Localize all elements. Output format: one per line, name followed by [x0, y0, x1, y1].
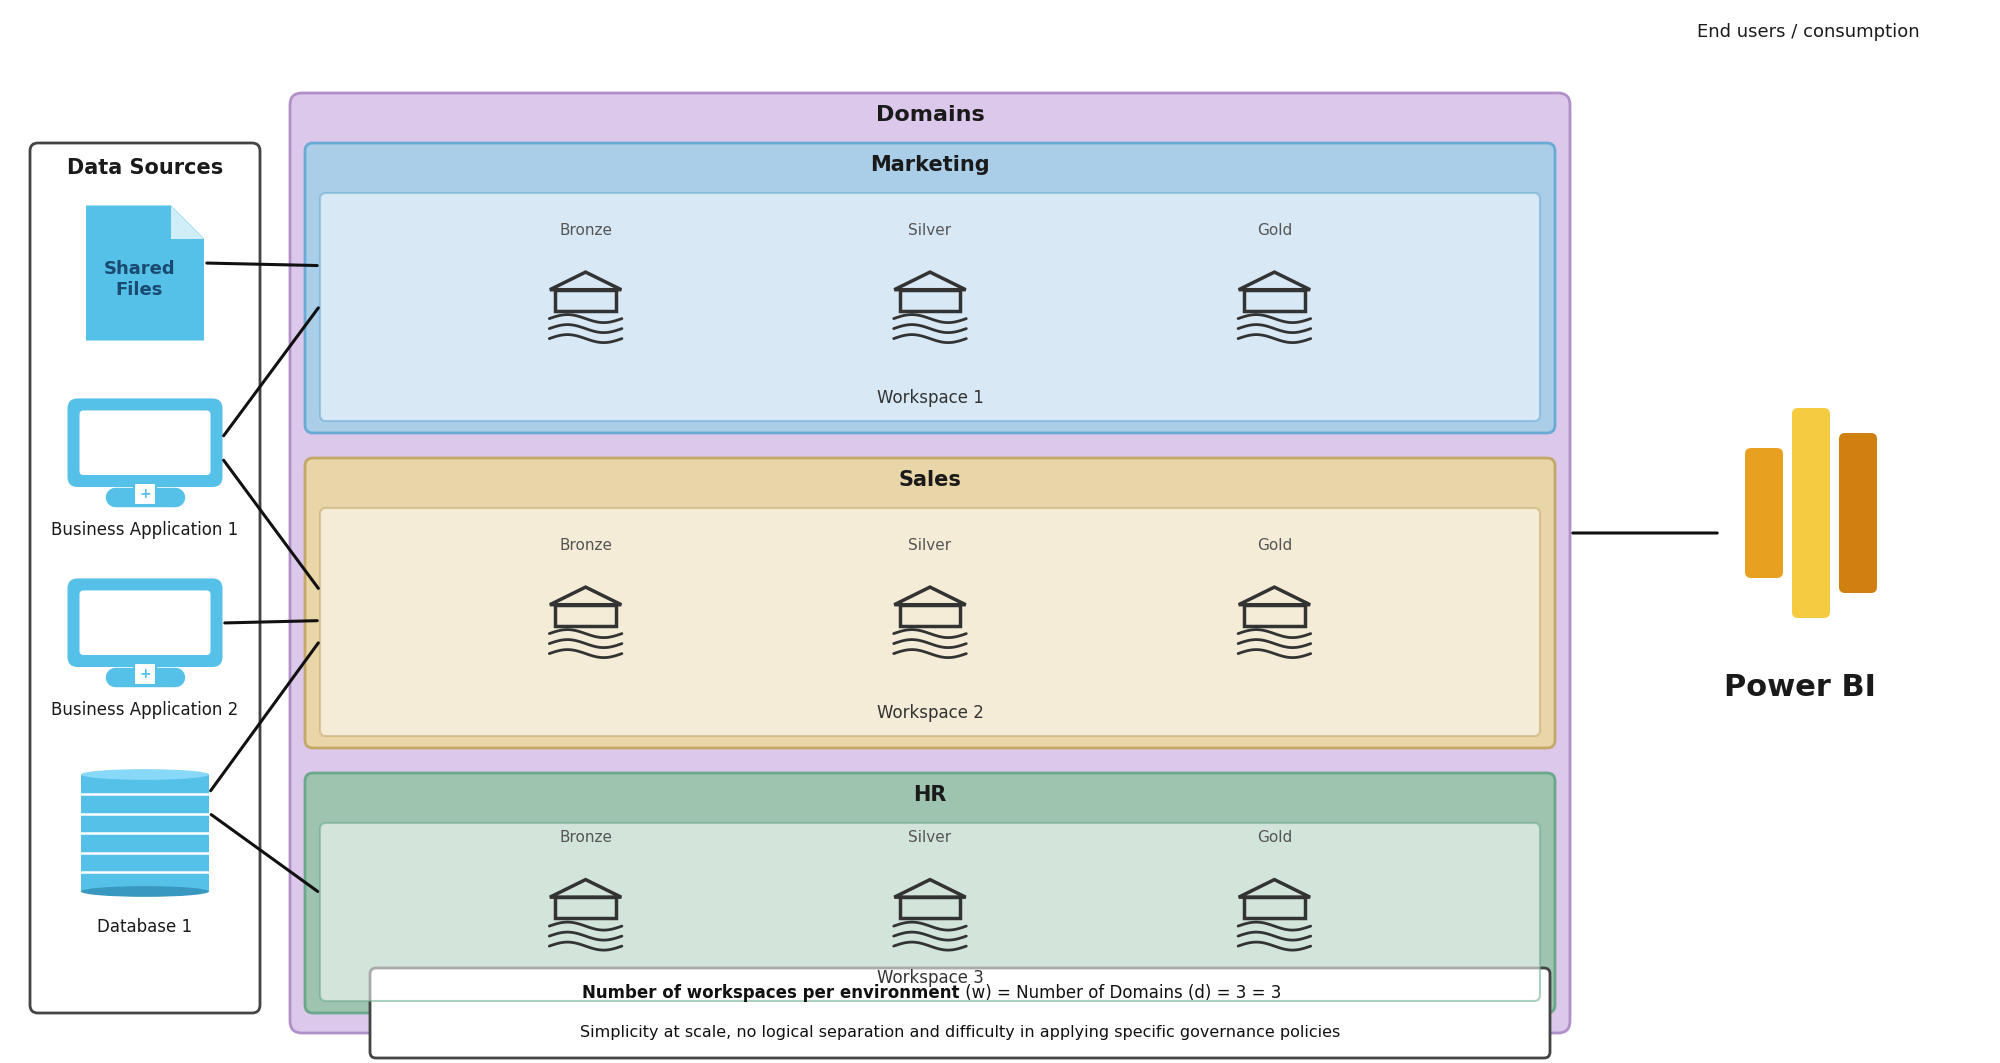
Text: Bronze: Bronze	[560, 222, 612, 238]
Text: +: +	[140, 487, 150, 501]
Text: Power BI: Power BI	[1724, 673, 1876, 702]
Text: Number of workspaces per environment: Number of workspaces per environment	[582, 984, 960, 1002]
Text: Simplicity at scale, no logical separation and difficulty in applying specific g: Simplicity at scale, no logical separati…	[580, 1026, 1340, 1041]
Text: Gold: Gold	[1256, 830, 1292, 845]
FancyBboxPatch shape	[1792, 408, 1830, 618]
Text: Gold: Gold	[1256, 538, 1292, 553]
Text: End users / consumption: End users / consumption	[1698, 23, 1920, 41]
FancyBboxPatch shape	[290, 92, 1570, 1033]
Text: Silver: Silver	[908, 222, 952, 238]
FancyBboxPatch shape	[370, 968, 1550, 1058]
Polygon shape	[80, 775, 208, 794]
Polygon shape	[134, 483, 156, 505]
Polygon shape	[134, 663, 156, 685]
Text: Domains: Domains	[876, 105, 984, 125]
Polygon shape	[80, 794, 208, 813]
Text: Workspace 1: Workspace 1	[876, 389, 984, 407]
FancyBboxPatch shape	[80, 410, 210, 475]
Polygon shape	[80, 872, 208, 892]
Text: Data Sources: Data Sources	[66, 158, 224, 178]
Polygon shape	[86, 205, 204, 340]
Ellipse shape	[80, 770, 208, 780]
Polygon shape	[80, 853, 208, 872]
FancyBboxPatch shape	[320, 508, 1540, 736]
Polygon shape	[80, 833, 208, 853]
FancyBboxPatch shape	[304, 773, 1556, 1013]
Ellipse shape	[80, 887, 208, 897]
Text: (w) = Number of Domains (d) = 3 = 3: (w) = Number of Domains (d) = 3 = 3	[960, 984, 1282, 1002]
Text: Silver: Silver	[908, 538, 952, 553]
Polygon shape	[170, 205, 204, 238]
Text: HR: HR	[914, 784, 946, 805]
Text: +: +	[140, 667, 150, 681]
FancyBboxPatch shape	[1840, 433, 1876, 593]
FancyBboxPatch shape	[30, 144, 260, 1013]
Text: Workspace 2: Workspace 2	[876, 704, 984, 722]
Text: Bronze: Bronze	[560, 830, 612, 845]
FancyBboxPatch shape	[80, 590, 210, 655]
Text: Workspace 3: Workspace 3	[876, 969, 984, 988]
FancyBboxPatch shape	[68, 578, 222, 667]
Text: Silver: Silver	[908, 830, 952, 845]
FancyBboxPatch shape	[1744, 448, 1784, 578]
FancyBboxPatch shape	[320, 823, 1540, 1001]
Text: Business Application 1: Business Application 1	[52, 521, 238, 539]
Text: Database 1: Database 1	[98, 918, 192, 937]
Text: Bronze: Bronze	[560, 538, 612, 553]
FancyBboxPatch shape	[320, 193, 1540, 421]
Text: Gold: Gold	[1256, 222, 1292, 238]
Text: Sales: Sales	[898, 470, 962, 490]
FancyBboxPatch shape	[304, 458, 1556, 748]
FancyBboxPatch shape	[304, 144, 1556, 433]
Text: Shared
Files: Shared Files	[104, 260, 174, 299]
FancyBboxPatch shape	[68, 399, 222, 487]
Text: Marketing: Marketing	[870, 155, 990, 175]
Text: Business Application 2: Business Application 2	[52, 701, 238, 719]
Polygon shape	[80, 813, 208, 833]
